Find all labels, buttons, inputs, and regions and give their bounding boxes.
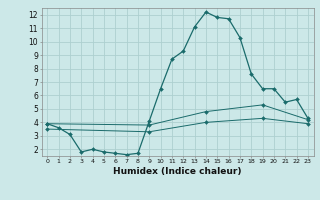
X-axis label: Humidex (Indice chaleur): Humidex (Indice chaleur) [113,167,242,176]
